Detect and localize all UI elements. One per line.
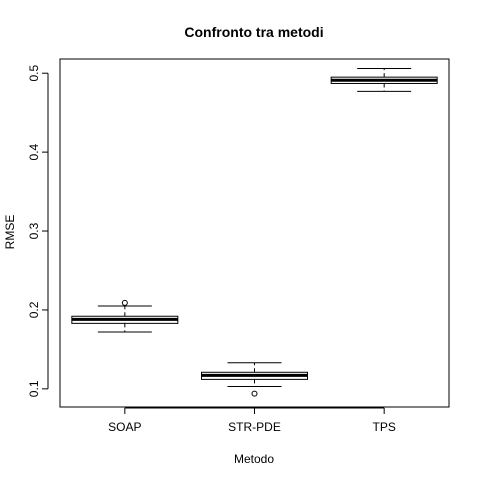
chart-title: Confronto tra metodi <box>184 24 323 40</box>
outlier-point <box>251 390 258 397</box>
y-axis: 0.1 0.2 0.3 0.4 0.5 <box>27 65 49 397</box>
x-tick-label: TPS <box>372 420 395 434</box>
plot-frame <box>59 58 450 408</box>
y-tick-label: 0.5 <box>27 65 41 82</box>
y-tick-label: 0.2 <box>27 301 41 318</box>
boxes <box>71 67 438 397</box>
y-tick-label: 0.1 <box>27 380 41 397</box>
x-axis-label: Metodo <box>234 452 274 466</box>
box-str-pde <box>201 362 308 397</box>
outlier-point <box>121 299 128 306</box>
y-tick-label: 0.4 <box>27 143 41 160</box>
y-tick-label: 0.3 <box>27 222 41 239</box>
box-soap <box>71 299 179 333</box>
x-tick-label: SOAP <box>108 420 141 434</box>
box-tps <box>330 67 438 92</box>
x-axis: SOAP STR-PDE TPS <box>108 407 396 434</box>
y-axis-label: RMSE <box>3 215 17 250</box>
x-tick-label: STR-PDE <box>228 420 281 434</box>
